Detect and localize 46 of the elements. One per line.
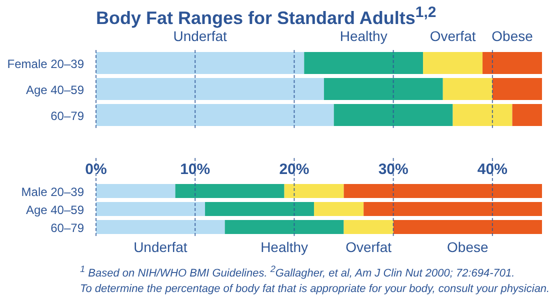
x-tick-label: 20% [279, 161, 310, 178]
bar [175, 184, 284, 198]
series-label: Underfat [173, 28, 228, 44]
series-label: Healthy [260, 239, 308, 255]
bar [492, 78, 542, 100]
x-tick-label: 40% [477, 161, 508, 178]
y-tick-label: Female 20–39 [7, 57, 84, 71]
series-label: Overfat [430, 28, 476, 44]
bar [393, 220, 542, 234]
bar [205, 202, 314, 216]
bar [452, 104, 512, 126]
series-label: Underfat [134, 239, 188, 255]
bar [96, 202, 206, 216]
bar [364, 202, 542, 216]
y-tick-label: Male 20–39 [21, 185, 84, 199]
bar [324, 78, 443, 100]
bar [96, 52, 304, 74]
y-tick-label: Age 40–59 [26, 203, 84, 217]
bar [284, 184, 344, 198]
bar [96, 78, 324, 100]
x-tick-label: 0% [85, 161, 107, 178]
y-tick-label: 60–79 [50, 109, 84, 123]
bar [512, 104, 542, 126]
bar [314, 202, 364, 216]
bar [224, 220, 344, 234]
y-tick-label: 60–79 [50, 221, 84, 235]
bar [304, 52, 424, 74]
chart-title: Body Fat Ranges for Standard Adults$^{1,2}$ [96, 4, 436, 29]
bar [334, 104, 453, 126]
y-tick-label: Age 40–59 [26, 83, 84, 97]
x-tick-label: 30% [378, 161, 408, 178]
bar [96, 184, 176, 198]
series-label: Obese [447, 239, 489, 255]
x-tick-label: 10% [180, 161, 210, 178]
bar [482, 52, 542, 74]
bar [423, 52, 483, 74]
series-label: Overfat [346, 239, 392, 255]
text: To determine the percentage of body fat that is appropriate for your body, consult your physician. [80, 282, 550, 297]
bar [344, 184, 542, 198]
bar [344, 220, 394, 234]
bar [96, 104, 334, 126]
text: $^{1}$ Based on NIH/WHO BMI Guidelines. $^{2}$Gallagher, et al, Am J Clin Nut 2000; 72:694-701. [80, 263, 516, 282]
bar [96, 220, 225, 234]
series-label: Obese [492, 28, 534, 44]
bar [442, 78, 492, 100]
series-label: Healthy [340, 28, 388, 44]
